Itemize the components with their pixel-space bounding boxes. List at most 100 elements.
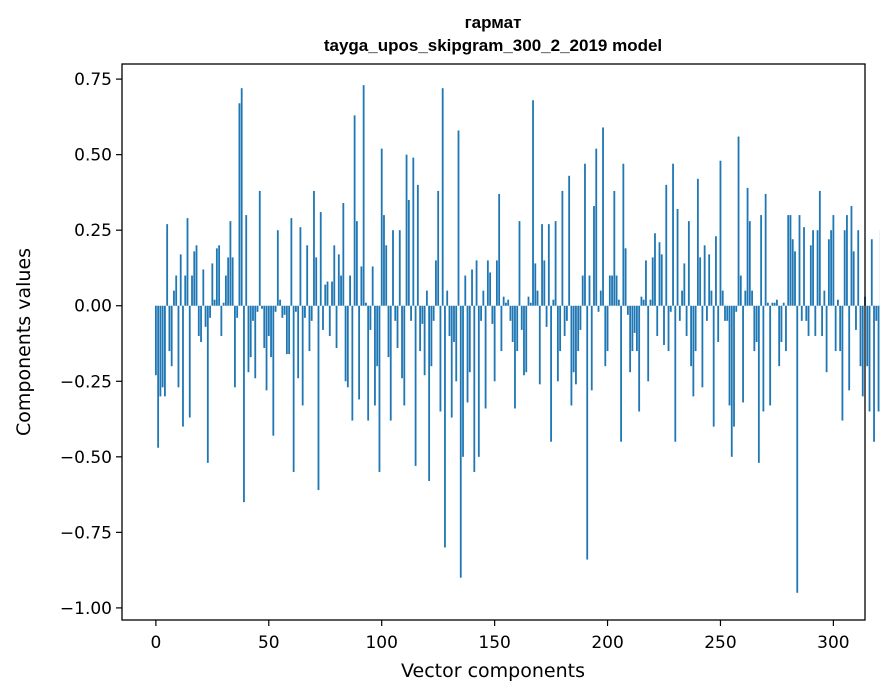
bar-115 [414, 305, 417, 466]
bar-297 [825, 305, 828, 373]
bar-128 [444, 305, 446, 548]
y-axis-label: Components values [13, 248, 35, 436]
bar-232 [678, 305, 681, 321]
bar-154 [502, 296, 505, 306]
bar-158 [511, 305, 514, 342]
bar-48 [263, 305, 266, 349]
bar-315 [866, 305, 869, 367]
chart-subtitle: tayga_upos_skipgram_300_2_2019 model [324, 36, 662, 55]
bar-150 [493, 305, 496, 382]
bar-106 [394, 305, 397, 321]
bar-180 [561, 190, 564, 306]
bar-40 [245, 215, 248, 306]
bar-54 [276, 230, 279, 306]
bar-164 [525, 305, 528, 373]
bar-57 [283, 305, 286, 315]
bar-64 [299, 227, 302, 306]
bar-159 [514, 305, 516, 409]
bar-102 [385, 245, 388, 306]
bar-307 [848, 305, 851, 391]
bar-127 [441, 88, 444, 306]
bar-6 [168, 305, 171, 352]
bar-71 [315, 257, 318, 306]
bar-300 [832, 215, 835, 306]
bar-119 [423, 305, 426, 376]
bar-24 [209, 305, 211, 318]
bar-15 [188, 305, 191, 418]
bar-75 [324, 284, 327, 306]
bar-251 [721, 290, 724, 306]
bar-286 [800, 305, 803, 321]
bar-27 [215, 248, 218, 306]
bar-4 [164, 305, 166, 397]
bar-130 [448, 305, 451, 336]
bar-68 [308, 305, 311, 352]
bar-211 [631, 305, 634, 352]
bar-188 [579, 305, 582, 330]
bar-216 [642, 299, 645, 306]
bar-149 [491, 305, 494, 324]
bar-225 [663, 305, 665, 346]
bar-33 [229, 221, 232, 306]
bar-25 [211, 263, 214, 306]
bar-316 [868, 305, 871, 412]
bar-84 [344, 305, 347, 382]
bar-266 [755, 305, 758, 342]
bar-263 [748, 221, 751, 306]
bar-53 [274, 305, 277, 312]
bar-213 [636, 305, 638, 352]
bar-36 [236, 305, 239, 318]
bar-179 [559, 305, 562, 352]
bar-87 [351, 305, 354, 421]
bar-107 [396, 305, 399, 349]
bar-32 [227, 257, 230, 306]
bar-135 [459, 305, 462, 578]
bar-283 [794, 251, 796, 306]
bar-51 [270, 305, 272, 358]
bar-60 [290, 218, 293, 306]
bar-131 [450, 305, 453, 418]
bar-124 [435, 260, 437, 306]
bar-134 [457, 130, 460, 306]
bar-303 [839, 305, 842, 352]
bar-201 [608, 275, 611, 306]
bar-46 [258, 190, 261, 306]
bar-5 [166, 224, 169, 306]
bar-120 [425, 290, 428, 306]
bar-172 [543, 260, 546, 306]
bar-145 [482, 290, 485, 306]
bar-114 [412, 157, 415, 306]
bar-104 [389, 305, 392, 421]
bar-209 [626, 305, 629, 315]
bar-56 [281, 305, 284, 318]
bar-92 [362, 85, 365, 306]
bar-194 [593, 206, 595, 306]
bar-93 [365, 302, 367, 306]
bar-18 [195, 245, 198, 306]
bar-255 [730, 305, 733, 457]
bar-256 [733, 305, 735, 427]
bar-268 [760, 215, 763, 306]
bar-72 [317, 305, 320, 491]
bar-165 [527, 296, 530, 306]
bar-269 [762, 305, 765, 412]
bar-242 [701, 305, 704, 388]
bar-85 [346, 305, 349, 388]
bar-167 [532, 100, 534, 306]
bar-169 [536, 290, 539, 306]
bar-238 [692, 305, 695, 397]
bar-299 [830, 230, 833, 306]
bar-148 [489, 272, 492, 306]
bar-89 [355, 221, 358, 306]
bar-100 [380, 148, 383, 306]
x-axis-label: Vector components [401, 660, 585, 682]
bar-78 [331, 281, 333, 306]
bar-99 [378, 305, 381, 472]
bar-204 [615, 275, 618, 306]
bar-7 [170, 305, 173, 367]
bar-214 [638, 305, 641, 412]
bar-319 [875, 305, 878, 321]
bar-200 [606, 305, 609, 352]
bar-45 [256, 305, 259, 312]
